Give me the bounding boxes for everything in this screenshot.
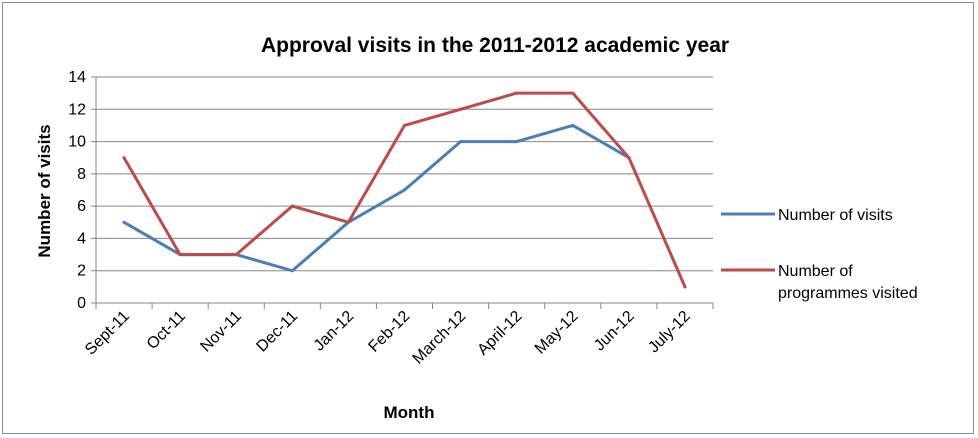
line-chart: Approval visits in the 2011-2012 academi… [35,34,918,422]
data-point [571,91,575,95]
x-tick-label: Sept-11 [82,308,133,359]
series-lines [122,91,687,289]
y-tick-label: 6 [77,198,86,215]
axes [91,76,714,309]
y-tick-label: 2 [77,263,86,280]
data-point [234,253,238,257]
data-point [627,156,631,160]
x-tick-label: Jan-12 [311,308,358,355]
y-tick-label: 10 [68,134,86,151]
y-tick-labels: 0 2 4 6 8 10 12 14 [68,69,86,312]
x-tick-label: Jun-12 [591,308,638,355]
data-point [459,140,463,144]
y-tick-label: 14 [68,69,86,86]
x-tick-label: Dec-11 [253,308,301,356]
x-tick-label: July-12 [645,308,694,357]
chart-title: Approval visits in the 2011-2012 academi… [261,34,729,57]
x-tick-label: Oct-11 [144,308,189,353]
x-tick-label: March-12 [410,308,470,368]
data-point [515,140,519,144]
data-point [683,285,687,289]
data-point [290,269,294,273]
data-point [290,204,294,208]
data-point [346,220,350,224]
legend-label-2: Number of programmes visited [778,263,918,302]
data-point [571,123,575,127]
data-point [178,253,182,257]
x-tick-label: Feb-12 [365,308,413,356]
x-tick-labels: Sept-11 Oct-11 Nov-11 Dec-11 Jan-12 Feb-12Mar… [82,308,694,368]
legend-label-1: Number of visits [778,207,893,224]
y-tick-label: 12 [68,101,86,118]
y-tick-label: 0 [77,295,86,312]
y-tick-label: 4 [77,230,86,247]
data-point [459,107,463,111]
data-point [403,123,406,127]
x-tick-label: April-12 [474,308,525,359]
data-point [122,156,126,160]
y-axis-title: Number of visits [35,124,54,257]
series-line-1 [122,123,631,273]
legend: Number of visits Number of programmes visi… [721,207,918,302]
y-tick-label: 8 [77,166,86,183]
x-axis-title: Month [384,403,435,422]
data-point [515,91,519,95]
data-point [403,188,406,192]
data-point [122,220,126,224]
x-tick-label: Nov-11 [197,308,245,356]
x-tick-label: May-12 [532,308,582,358]
gridlines [96,76,713,272]
